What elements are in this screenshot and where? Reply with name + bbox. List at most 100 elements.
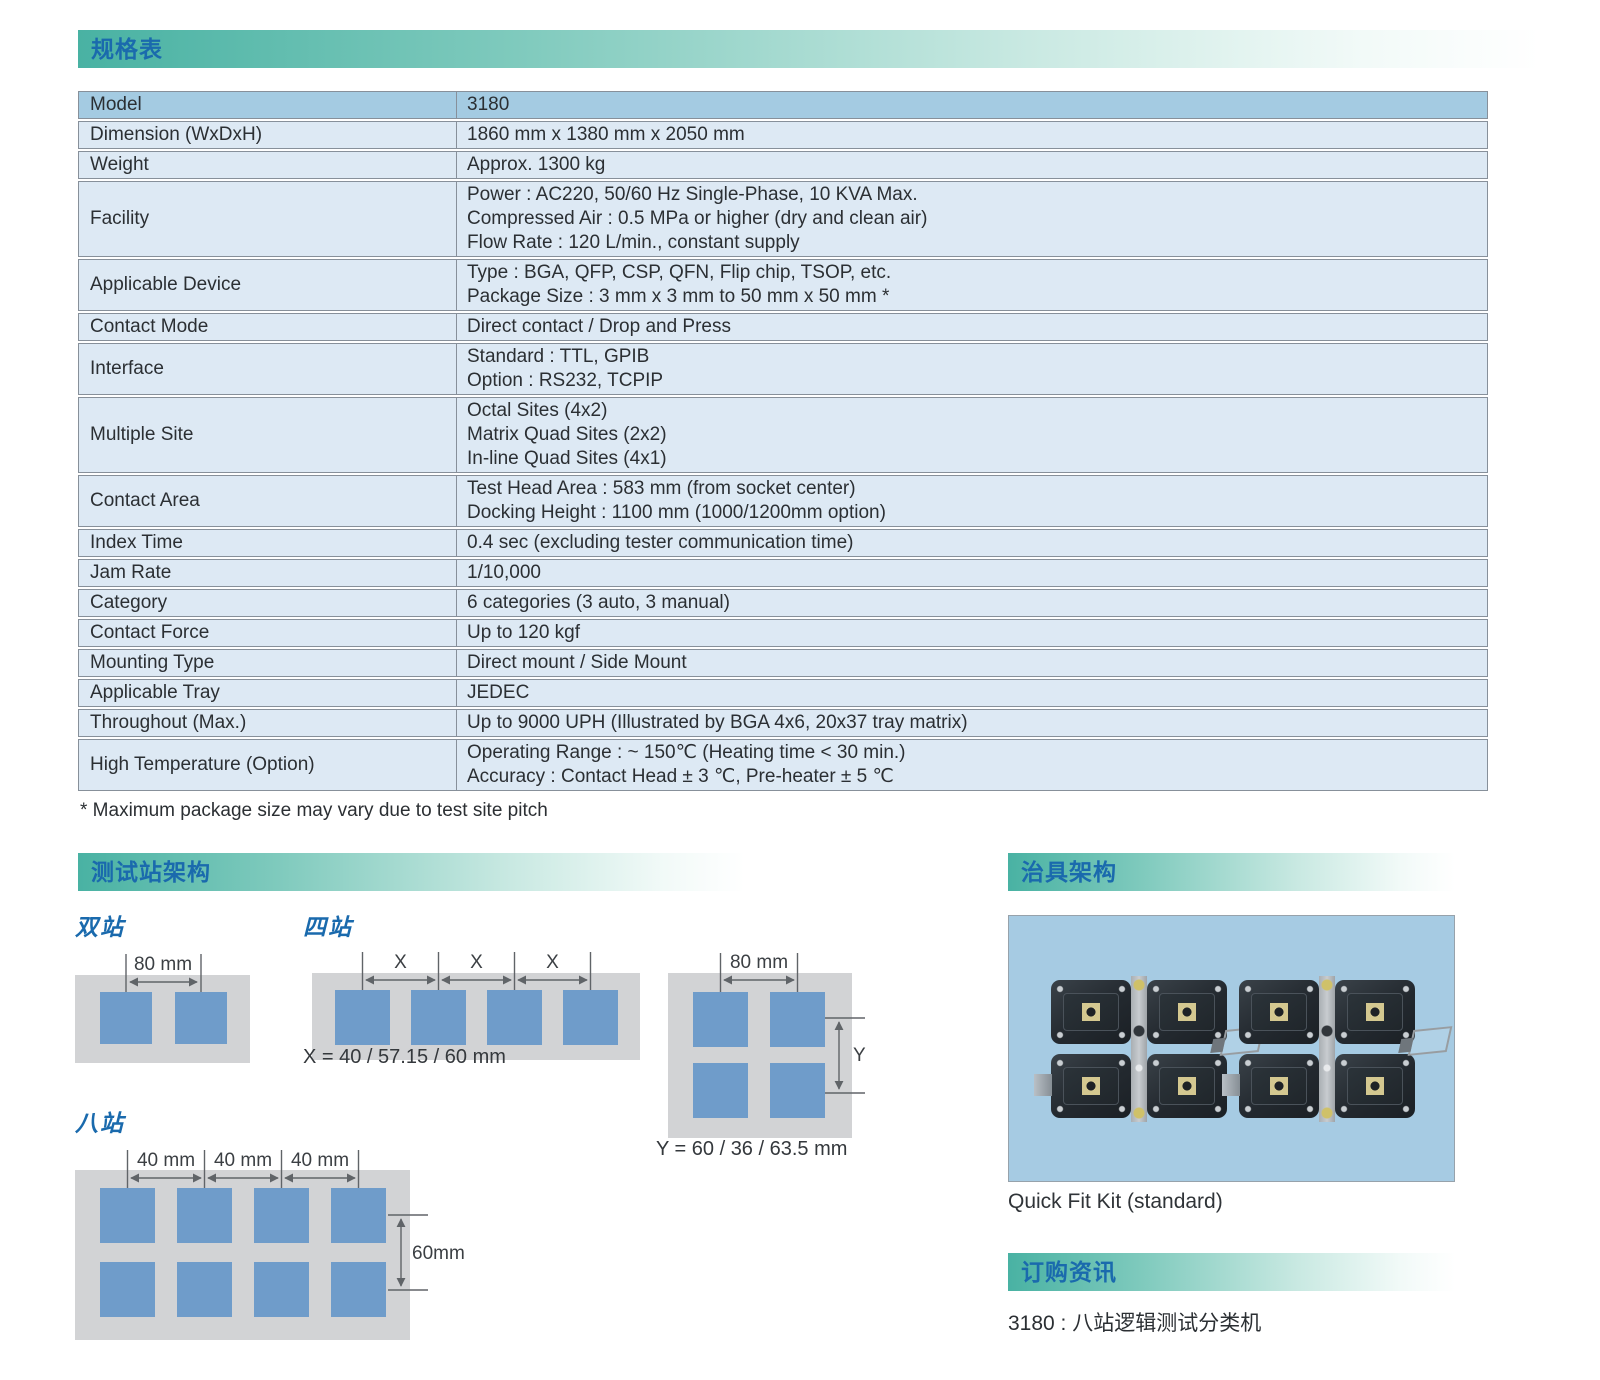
- site-square: [254, 1188, 309, 1243]
- octal-station-diagram: 40 mm 40 mm 40 mm 60mm: [75, 1150, 465, 1340]
- quad-pitch-label: X: [394, 952, 407, 973]
- site-square: [487, 990, 542, 1045]
- spec-row-value: 3180: [467, 94, 510, 115]
- site-square: [100, 1188, 155, 1243]
- site-square: [175, 992, 227, 1044]
- socket-module: [1051, 980, 1131, 1044]
- socket-module: [1239, 980, 1319, 1044]
- quick-fit-kit-caption: Quick Fit Kit (standard): [1008, 1190, 1223, 1213]
- spec-row-value: Direct mount / Side Mount: [467, 652, 687, 673]
- stations-section-header: 测试站架构: [78, 853, 745, 891]
- spec-row-label: High Temperature (Option): [79, 740, 457, 790]
- spec-row-label: Index Time: [79, 530, 457, 556]
- socket-module: [1147, 1054, 1227, 1118]
- spec-table-row: Applicable Tray JEDEC: [78, 679, 1488, 707]
- socket-module: [1335, 1054, 1415, 1118]
- order-info-text: 3180 : 八站逻辑测试分类机: [1008, 1312, 1262, 1335]
- quad-matrix-caption: Y = 60 / 36 / 63.5 mm: [656, 1138, 848, 1160]
- octal-pitch-label: 40 mm: [214, 1150, 272, 1171]
- dimension-annotation: 40 mm 40 mm 40 mm 60mm: [126, 1150, 465, 1291]
- socket-module: [1051, 1054, 1131, 1118]
- spec-row-value: Operating Range : ~ 150℃ (Heating time <…: [467, 742, 906, 787]
- spec-row-value: Octal Sites (4x2) Matrix Quad Sites (2x2)…: [467, 400, 667, 469]
- dual-station-label: 双站: [75, 914, 125, 940]
- octal-pitch-right-label: 60mm: [412, 1243, 465, 1264]
- connector-tab: [1222, 1074, 1240, 1096]
- socket-module: [1239, 1054, 1319, 1118]
- site-square: [411, 990, 466, 1045]
- spec-table-row: Throughout (Max.) Up to 9000 UPH (Illustr…: [78, 709, 1488, 737]
- matrix-pitch-top-label: 80 mm: [730, 952, 788, 973]
- spec-row-value: 6 categories (3 auto, 3 manual): [467, 592, 730, 613]
- site-square: [770, 992, 825, 1047]
- spec-row-value: 0.4 sec (excluding tester communication …: [467, 532, 854, 553]
- spec-row-value: Up to 120 kgf: [467, 622, 581, 643]
- spec-table-row: Dimension (WxDxH) 1860 mm x 1380 mm x 205…: [78, 121, 1488, 149]
- spec-row-label: Contact Area: [79, 476, 457, 526]
- site-square: [254, 1262, 309, 1317]
- spec-row-label: Contact Force: [79, 620, 457, 646]
- spec-row-value: JEDEC: [467, 682, 530, 703]
- spec-table-row: Category 6 categories (3 auto, 3 manual): [78, 589, 1488, 617]
- fixture-section-header: 治具架构: [1008, 853, 1455, 891]
- dimension-annotation: 80 mm Y: [719, 952, 866, 1094]
- spec-row-value: 1/10,000: [467, 562, 541, 583]
- spec-row-value: Type : BGA, QFP, CSP, QFN, Flip chip, TS…: [467, 262, 892, 307]
- site-square: [100, 1262, 155, 1317]
- spec-table-row: Facility Power : AC220, 50/60 Hz Single-P…: [78, 181, 1488, 257]
- spec-row-value: Up to 9000 UPH (Illustrated by BGA 4x6, …: [467, 712, 968, 733]
- spec-table-row: Applicable Device Type : BGA, QFP, CSP, Q…: [78, 259, 1488, 311]
- quad-pitch-label: X: [470, 952, 483, 973]
- octal-station-label: 八站: [75, 1110, 125, 1136]
- site-square: [100, 992, 152, 1044]
- socket-cluster: [1034, 976, 1265, 1122]
- spec-table-row: Mounting Type Direct mount / Side Mount: [78, 649, 1488, 677]
- fixture-section-title: 治具架构: [1021, 859, 1117, 885]
- dimension-annotation: X X X: [361, 952, 592, 990]
- spec-row-label: Multiple Site: [79, 398, 457, 472]
- lever-handle: [1407, 1026, 1453, 1056]
- center-rail: [1131, 976, 1147, 1122]
- spec-table-row: Multiple Site Octal Sites (4x2) Matrix Qua…: [78, 397, 1488, 473]
- spec-row-label: Weight: [79, 152, 457, 178]
- dual-station-diagram: 80 mm: [75, 954, 250, 1063]
- quick-fit-kit-photo: [1008, 915, 1455, 1182]
- octal-pitch-label: 40 mm: [137, 1150, 195, 1171]
- center-rail: [1319, 976, 1335, 1122]
- spec-row-label: Interface: [79, 344, 457, 394]
- socket-module: [1147, 980, 1227, 1044]
- spec-row-value: 1860 mm x 1380 mm x 2050 mm: [467, 124, 745, 145]
- spec-table-row: Model 3180: [78, 91, 1488, 119]
- spec-section-title: 规格表: [91, 36, 163, 62]
- spec-row-label: Dimension (WxDxH): [79, 122, 457, 148]
- spec-row-label: Category: [79, 590, 457, 616]
- spec-row-label: Facility: [79, 182, 457, 256]
- quad-station-label: 四站: [303, 914, 353, 940]
- order-section-header: 订购资讯: [1008, 1253, 1455, 1291]
- spec-row-label: Applicable Device: [79, 260, 457, 310]
- dimension-annotation: 80 mm: [125, 954, 202, 992]
- spec-table-row: Interface Standard : TTL, GPIB Option : RS…: [78, 343, 1488, 395]
- spec-row-label: Throughout (Max.): [79, 710, 457, 736]
- spec-table: Model 3180 Dimension (WxDxH) 1860 mm x 1380…: [78, 91, 1488, 793]
- footnote: * Maximum package size may vary due to t…: [80, 800, 548, 821]
- spec-table-row: Contact Area Test Head Area : 583 mm (fro…: [78, 475, 1488, 527]
- spec-row-value: Direct contact / Drop and Press: [467, 316, 731, 337]
- spec-row-label: Model: [79, 92, 457, 118]
- socket-cluster: [1222, 976, 1453, 1122]
- spec-row-label: Contact Mode: [79, 314, 457, 340]
- spec-table-row: High Temperature (Option) Operating Range…: [78, 739, 1488, 791]
- dual-pitch-label: 80 mm: [134, 954, 192, 975]
- matrix-pitch-right-label: Y: [853, 1045, 866, 1066]
- spec-table-row: Weight Approx. 1300 kg: [78, 151, 1488, 179]
- socket-module: [1335, 980, 1415, 1044]
- spec-row-value: Approx. 1300 kg: [467, 154, 606, 175]
- site-square: [693, 992, 748, 1047]
- quad-pitch-label: X: [546, 952, 559, 973]
- site-square: [335, 990, 390, 1045]
- spec-table-row: Index Time 0.4 sec (excluding tester comm…: [78, 529, 1488, 557]
- site-square: [693, 1063, 748, 1118]
- site-square: [177, 1188, 232, 1243]
- spec-row-label: Applicable Tray: [79, 680, 457, 706]
